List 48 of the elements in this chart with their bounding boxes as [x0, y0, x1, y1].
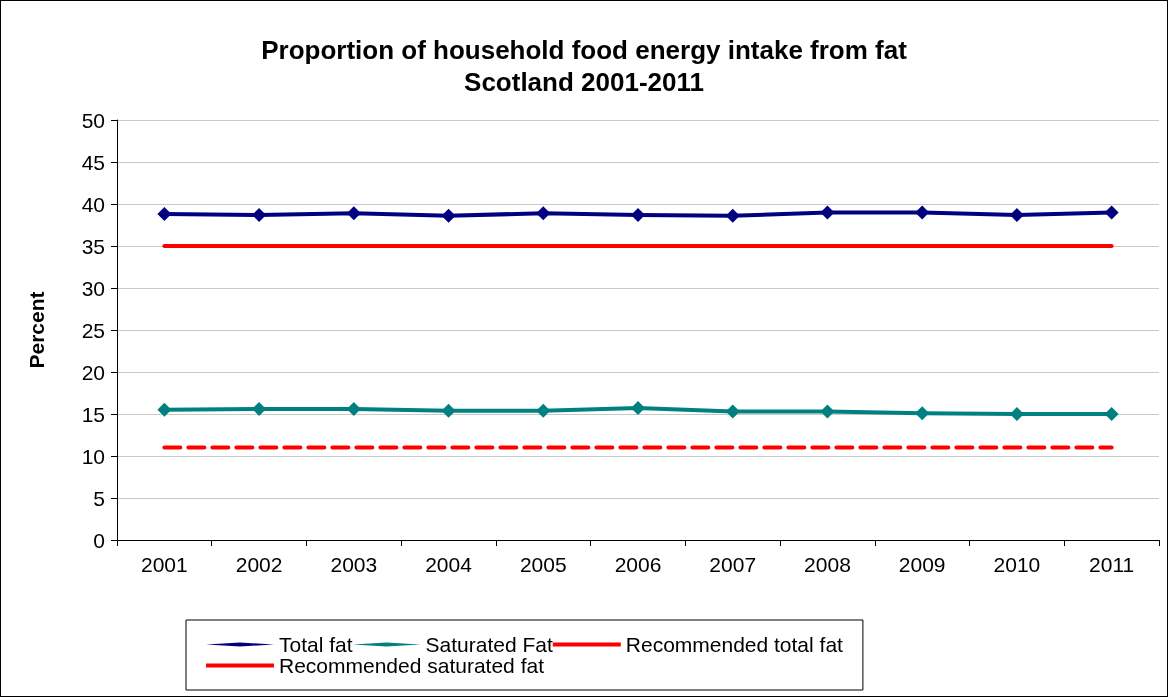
y-tick-label: 45: [81, 150, 105, 174]
y-tick-label: 40: [81, 192, 105, 216]
legend-label: Total fat: [279, 633, 353, 656]
x-tick-label: 2009: [898, 553, 946, 576]
x-tick-label: 2001: [141, 553, 188, 576]
point: [441, 208, 456, 223]
point: [725, 208, 740, 223]
y-axis-title: Percent: [25, 291, 48, 369]
legend-label: Recommended total fat: [625, 633, 844, 656]
x-tick-label: 2003: [330, 553, 378, 576]
x-tick-label: 2005: [519, 553, 567, 576]
point: [725, 404, 740, 419]
point: [1009, 407, 1024, 421]
y-tick-label: 0: [93, 528, 105, 552]
y-tick-label: 35: [81, 234, 105, 258]
y-tick-label: 10: [81, 444, 105, 468]
x-tick-label: 2010: [993, 553, 1041, 576]
y-tick-label: 25: [81, 318, 105, 342]
point: [252, 207, 267, 222]
point: [536, 403, 551, 418]
legend-label: Recommended saturated fat: [279, 654, 545, 677]
chart-title: Proportion of household food energy intake from fat Scotland 2001-2011: [261, 35, 908, 97]
point: [346, 206, 361, 221]
x-tick-label: 2004: [425, 553, 473, 576]
point: [441, 403, 456, 418]
point: [631, 401, 645, 416]
point: [820, 404, 835, 419]
x-tick-label: 2008: [804, 553, 851, 576]
x-tick-label: 2007: [709, 553, 757, 576]
point: [631, 207, 645, 222]
point: [157, 402, 172, 417]
point: [1104, 407, 1119, 421]
x-tick-label: 2011: [1089, 553, 1135, 576]
y-tick-label: 20: [81, 360, 105, 384]
point: [820, 205, 835, 220]
point: [157, 207, 172, 222]
point: [536, 206, 551, 221]
y-tick-label: 50: [81, 108, 105, 132]
y-tick-label: 5: [93, 486, 105, 510]
point: [915, 205, 930, 220]
x-tick-label: 2002: [235, 553, 283, 576]
x-tick-label: 2006: [614, 553, 662, 576]
point: [1104, 205, 1119, 220]
point: [1009, 207, 1024, 222]
y-tick-label: 15: [81, 402, 105, 426]
legend-label: Saturated Fat: [425, 633, 553, 656]
y-tick-label: 30: [81, 276, 105, 300]
point: [915, 406, 930, 421]
